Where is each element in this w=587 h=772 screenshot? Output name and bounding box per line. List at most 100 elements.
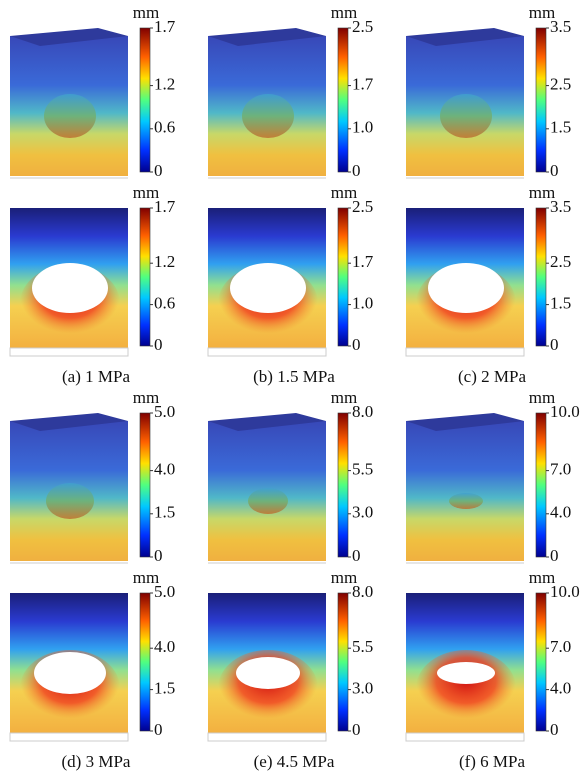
colorbar-label: 1.5 [154, 679, 175, 698]
model-base [9, 347, 129, 357]
colorbar-label: 1.5 [550, 294, 571, 313]
model-top [208, 28, 326, 46]
model-top [208, 413, 326, 431]
model-base [207, 347, 327, 357]
model-top [406, 28, 524, 46]
unit-label: mm [331, 3, 357, 22]
caption: (d) 3 MPa [62, 752, 131, 771]
caption: (b) 1.5 MPa [253, 367, 335, 386]
caption: (c) 2 MPa [458, 367, 526, 386]
colorbar [139, 27, 151, 173]
cavity-3d [44, 94, 96, 138]
cavity [236, 657, 300, 689]
unit-label: mm [133, 568, 159, 587]
colorbar-label: 1.5 [550, 118, 571, 137]
colorbar-label: 1.2 [154, 252, 175, 271]
colorbar-label: 5.5 [352, 637, 373, 656]
colorbar-label: 2.5 [352, 17, 373, 36]
colorbar-label: 1.7 [352, 75, 374, 94]
cavity [32, 263, 108, 313]
colorbar-label: 0.6 [154, 118, 175, 137]
colorbar-label: 2.5 [550, 252, 571, 271]
colorbar-label: 1.0 [352, 118, 373, 137]
model-3d [406, 421, 524, 561]
colorbar-label: 7.0 [550, 460, 571, 479]
caption: (a) 1 MPa [62, 367, 130, 386]
cavity [428, 263, 504, 313]
colorbar-label: 3.0 [352, 503, 373, 522]
caption: (f) 6 MPa [459, 752, 526, 771]
colorbar-label: 4.0 [550, 679, 571, 698]
unit-label: mm [331, 388, 357, 407]
colorbar [535, 207, 547, 347]
colorbar-label: 4.0 [550, 503, 571, 522]
colorbar-label: 0 [154, 335, 163, 354]
model-base [405, 732, 525, 742]
colorbar-label: 1.0 [352, 294, 373, 313]
model-base [207, 732, 327, 742]
colorbar-label: 7.0 [550, 637, 571, 656]
cavity [230, 263, 306, 313]
colorbar-label: 0 [550, 546, 559, 565]
unit-label: mm [133, 3, 159, 22]
unit-label: mm [529, 388, 555, 407]
colorbar-label: 0 [154, 161, 163, 180]
colorbar-label: 1.7 [154, 17, 176, 36]
colorbar-label: 10.0 [550, 402, 580, 421]
colorbar-label: 0 [154, 720, 163, 739]
cavity-3d [440, 94, 492, 138]
cavity [437, 662, 495, 684]
colorbar [337, 207, 349, 347]
unit-label: mm [331, 183, 357, 202]
colorbar [337, 412, 349, 558]
colorbar [139, 592, 151, 732]
colorbar-label: 10.0 [550, 582, 580, 601]
cavity-3d [242, 94, 294, 138]
model-base [9, 732, 129, 742]
colorbar-label: 0 [550, 161, 559, 180]
colorbar-label: 2.5 [550, 75, 571, 94]
colorbar-label: 0 [352, 335, 361, 354]
unit-label: mm [529, 183, 555, 202]
colorbar [535, 412, 547, 558]
model-base [405, 347, 525, 357]
caption: (e) 4.5 MPa [254, 752, 335, 771]
colorbar-label: 8.0 [352, 402, 373, 421]
colorbar-label: 0 [352, 161, 361, 180]
colorbar-label: 1.7 [154, 197, 176, 216]
colorbar-label: 0.6 [154, 294, 175, 313]
unit-label: mm [529, 568, 555, 587]
colorbar [337, 592, 349, 732]
model-top [10, 28, 128, 46]
colorbar-label: 0 [550, 720, 559, 739]
colorbar-label: 4.0 [154, 637, 175, 656]
colorbar-label: 3.5 [550, 197, 571, 216]
colorbar-label: 0 [352, 720, 361, 739]
colorbar-label: 5.5 [352, 460, 373, 479]
cavity-3d [248, 488, 288, 514]
colorbar [337, 27, 349, 173]
colorbar-label: 0 [154, 546, 163, 565]
unit-label: mm [529, 3, 555, 22]
colorbar-label: 2.5 [352, 197, 373, 216]
colorbar-label: 1.7 [352, 252, 374, 271]
unit-label: mm [331, 568, 357, 587]
unit-label: mm [133, 183, 159, 202]
colorbar [139, 412, 151, 558]
colorbar-label: 8.0 [352, 582, 373, 601]
model-top [10, 413, 128, 431]
colorbar-label: 3.5 [550, 17, 571, 36]
colorbar-label: 0 [352, 546, 361, 565]
colorbar-label: 4.0 [154, 460, 175, 479]
cavity-3d [449, 493, 483, 509]
colorbar [139, 207, 151, 347]
cavity-3d [46, 483, 94, 519]
colorbar [535, 27, 547, 173]
